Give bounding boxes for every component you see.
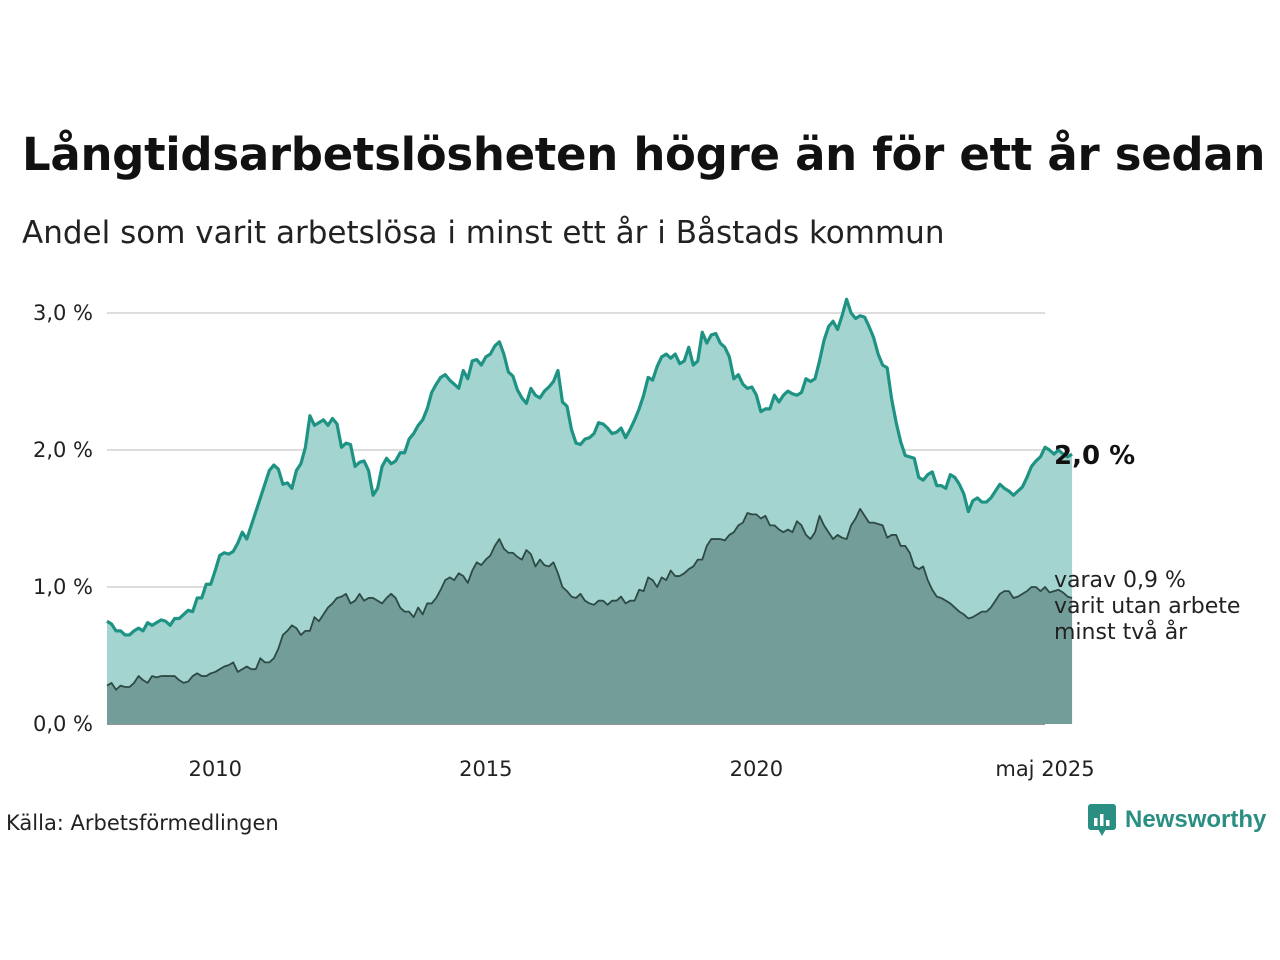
series-line-very_long — [106, 508, 1073, 691]
y-tick-label: 2,0 % — [33, 438, 93, 462]
x-tick-label: 2010 — [189, 757, 242, 781]
y-tick-label: 1,0 % — [33, 575, 93, 599]
x-tick-label: 2015 — [459, 757, 512, 781]
newsworthy-logo-icon — [1088, 804, 1116, 836]
area-fill-very_long — [107, 508, 1073, 724]
y-axis-tick-labels: 0,0 % 1,0 % 2,0 % 3,0 % — [33, 301, 93, 736]
chart-title: Långtidsarbetslösheten högre än för ett … — [22, 128, 1266, 181]
x-axis-tick-labels: 2010 2015 2020 maj 2025 — [189, 757, 1095, 781]
source-note: Källa: Arbetsförmedlingen — [6, 811, 279, 835]
chart-areas — [106, 297, 1073, 724]
x-tick-label: maj 2025 — [995, 757, 1094, 781]
y-tick-label: 3,0 % — [33, 301, 93, 325]
series-line-long — [106, 297, 1073, 637]
end-value-label: 2,0 % — [1054, 441, 1135, 471]
brand-logo: Newsworthy — [1087, 803, 1266, 837]
end-annotation-line: varit utan arbete — [1054, 594, 1240, 619]
brand-name: Newsworthy — [1125, 806, 1267, 833]
x-tick-label: 2020 — [730, 757, 783, 781]
chart-subtitle: Andel som varit arbetslösa i minst ett å… — [22, 215, 945, 251]
end-annotation-line: varav 0,9 % — [1054, 568, 1186, 593]
area-chart: 0,0 % 1,0 % 2,0 % 3,0 % 2010 2015 2020 maj 202… — [33, 297, 1240, 781]
y-tick-label: 0,0 % — [33, 712, 93, 736]
end-annotation-line: minst två år — [1054, 619, 1188, 645]
